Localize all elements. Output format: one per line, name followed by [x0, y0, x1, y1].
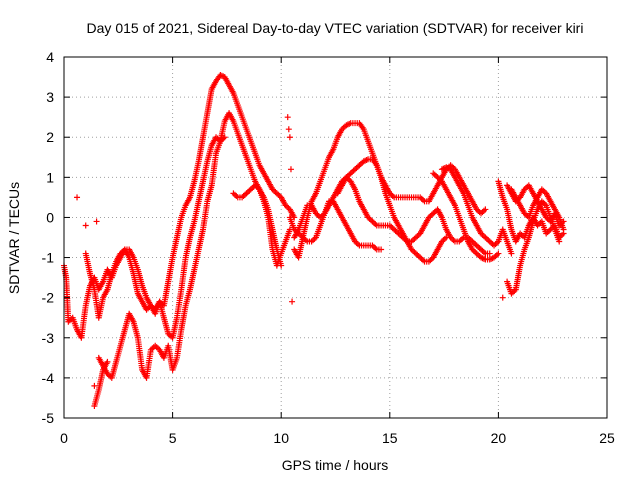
data-point — [289, 298, 296, 305]
chart-title: Day 015 of 2021, Sidereal Day-to-day VTE… — [87, 20, 584, 36]
y-tick-label: 2 — [46, 129, 54, 145]
y-tick-label: -3 — [42, 330, 55, 346]
y-tick-label: 0 — [46, 209, 54, 225]
data-point — [287, 166, 294, 173]
y-tick-label: 4 — [46, 49, 54, 65]
x-tick-label: 5 — [169, 430, 177, 446]
series-arc-15 — [508, 186, 567, 233]
axis-ticks: 0 5 10 15 20 25 -5 -4 -3 -2 -1 0 1 2 3 4 — [42, 49, 615, 446]
data-point — [560, 226, 567, 233]
data-marks — [61, 72, 567, 409]
y-tick-label: 3 — [46, 89, 54, 105]
series-arc-4 — [91, 358, 111, 409]
x-tick-label: 25 — [599, 430, 615, 446]
series-arc-5 — [230, 182, 285, 269]
y-tick-label: -4 — [42, 370, 55, 386]
x-axis-label: GPS time / hours — [282, 457, 389, 473]
data-point — [104, 358, 111, 365]
x-tick-label: 20 — [491, 430, 507, 446]
series-arc-9 — [334, 174, 493, 257]
data-point — [91, 382, 98, 389]
x-tick-label: 0 — [60, 430, 68, 446]
y-tick-label: -5 — [42, 410, 55, 426]
series-outliers — [74, 114, 506, 389]
data-point — [285, 126, 292, 133]
data-point — [495, 250, 502, 257]
y-tick-label: 1 — [46, 169, 54, 185]
series-arc-8 — [286, 198, 385, 253]
data-point — [486, 250, 493, 257]
series-arc-11 — [438, 164, 515, 257]
plot-frame — [63, 56, 608, 419]
grid — [64, 57, 607, 418]
data-point — [93, 218, 100, 225]
data-point — [286, 134, 293, 141]
x-tick-label: 15 — [382, 430, 398, 446]
data-point — [74, 194, 81, 201]
data-point — [378, 246, 385, 253]
series-arc-14 — [504, 198, 563, 297]
y-tick-label: -2 — [42, 290, 55, 306]
data-point — [556, 238, 563, 245]
y-tick-label: -1 — [42, 250, 55, 266]
y-axis-label: SDTVAR / TECUs — [6, 182, 22, 294]
data-point — [278, 262, 285, 269]
data-point — [482, 206, 489, 213]
data-point — [82, 222, 89, 229]
x-tick-label: 10 — [273, 430, 289, 446]
series-arc-3 — [95, 134, 228, 381]
series-arc-10 — [430, 170, 502, 263]
data-point — [221, 134, 228, 141]
data-point — [508, 250, 515, 257]
data-point — [499, 294, 506, 301]
data-point — [284, 114, 291, 121]
